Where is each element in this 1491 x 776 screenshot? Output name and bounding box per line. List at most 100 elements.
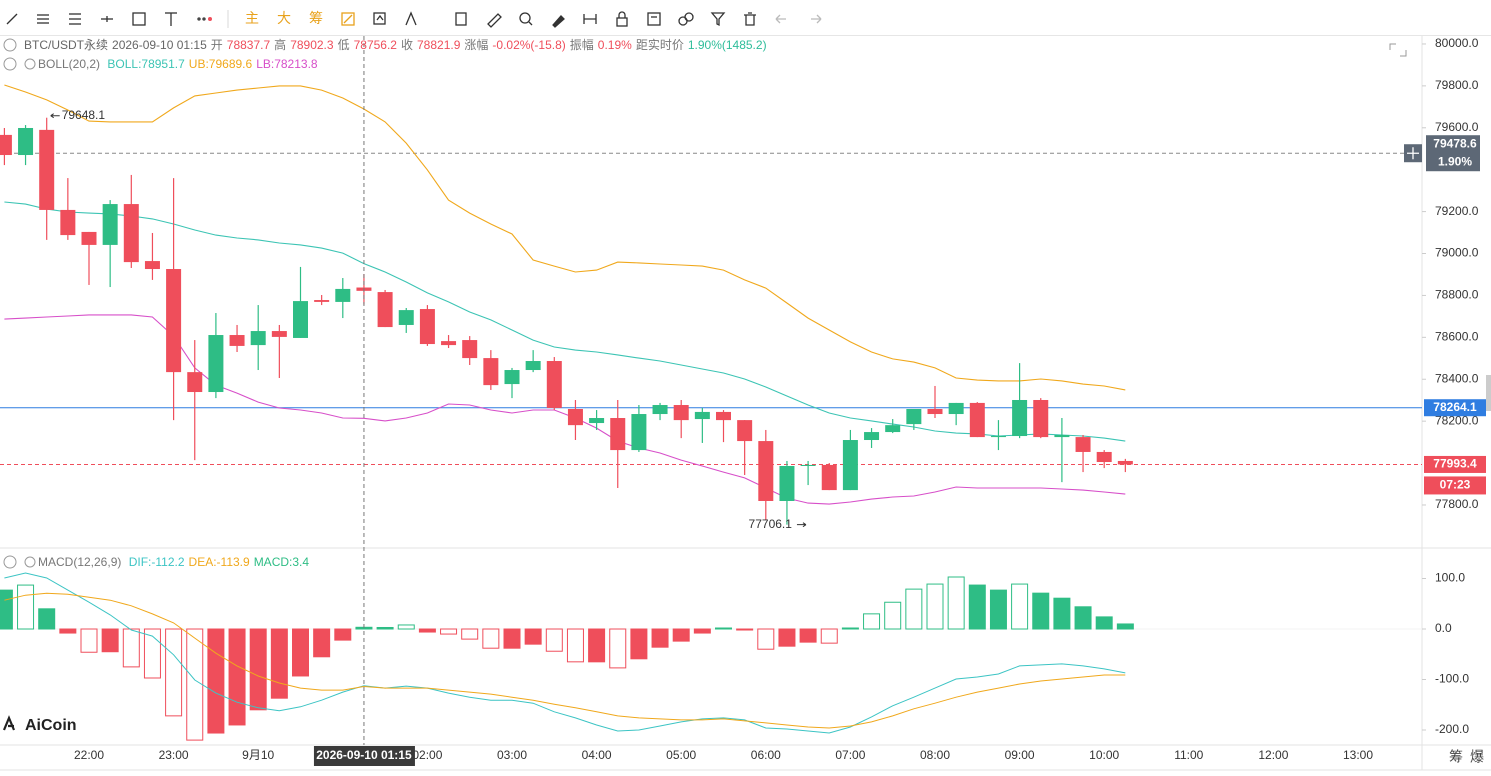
indicator-name: MACD(12,26,9)	[38, 555, 122, 569]
candle-body	[314, 300, 330, 302]
macd-bar	[736, 628, 754, 631]
collapse-icon[interactable]	[3, 38, 17, 52]
x-tick-label: 22:00	[74, 748, 104, 762]
candle-body	[0, 134, 12, 156]
x-tick-label: 11:00	[1174, 748, 1203, 762]
y-tick-label: -200.0	[1435, 722, 1469, 736]
macd-bar	[1053, 597, 1071, 630]
x-tick-label: 13:00	[1343, 748, 1373, 762]
candle-body	[969, 402, 985, 438]
candle-body	[737, 420, 753, 442]
collapse-icon[interactable]	[3, 555, 17, 569]
footer-button[interactable]: 爆	[1470, 749, 1484, 765]
candle-body	[1012, 399, 1028, 437]
tool-magnet[interactable]	[583, 14, 597, 24]
y-tick-label: 100.0	[1435, 571, 1465, 585]
macd-bar	[165, 628, 183, 717]
candle-body	[885, 425, 901, 433]
tool-hline[interactable]	[101, 16, 113, 22]
alert-tag-percent: 1.90%	[1438, 154, 1472, 168]
tool-filter[interactable]	[710, 12, 726, 27]
macd-bar	[905, 588, 923, 630]
tool-measure[interactable]	[405, 11, 417, 26]
tool-hlines[interactable]	[37, 14, 49, 24]
tool-redo[interactable]	[811, 14, 822, 24]
footer-button[interactable]: 筹	[1449, 749, 1463, 765]
candle-body	[144, 261, 160, 270]
macd-bar	[1116, 623, 1134, 630]
legend-entry: BOLL:78951.7	[107, 57, 185, 71]
tool-link[interactable]	[678, 12, 694, 26]
tool-zoom[interactable]	[519, 12, 533, 26]
macd-bar	[38, 608, 56, 630]
macd-bar	[482, 628, 500, 649]
macd-bar	[947, 576, 965, 630]
value: 78902.3	[290, 38, 334, 52]
tool-cycle[interactable]	[373, 12, 386, 25]
last-price-value: 77993.4	[1433, 457, 1477, 471]
x-tick-label: 07:00	[835, 748, 865, 762]
time: 2026-09-10 01:15	[112, 38, 207, 52]
tool-brush[interactable]	[552, 15, 565, 28]
macd-bar	[566, 628, 584, 663]
tool-main[interactable]: 主	[245, 11, 259, 27]
tool-edit[interactable]	[647, 12, 661, 26]
x-tick-label: 23:00	[159, 748, 189, 762]
value: 0.19%	[597, 38, 632, 52]
macd-bar	[228, 628, 246, 726]
x-tick-label: 04:00	[582, 748, 612, 762]
tool-rect[interactable]	[132, 12, 146, 26]
y-tick-label: 0.0	[1435, 621, 1452, 635]
candle-body	[631, 414, 647, 451]
crosshair-label-box	[313, 746, 415, 766]
alert-icon	[24, 556, 36, 568]
candle-body	[229, 335, 245, 346]
label: 涨幅	[464, 38, 489, 52]
scroll-handle	[1486, 375, 1491, 411]
macd-bar	[863, 613, 881, 630]
tool-lock[interactable]	[616, 11, 628, 27]
legend-entry: MACD:3.4	[253, 555, 310, 569]
candle-body	[250, 331, 266, 346]
tool-more[interactable]	[197, 17, 212, 21]
tool-line[interactable]	[6, 13, 18, 25]
candle-body	[716, 411, 731, 421]
candle-body	[525, 361, 541, 371]
tool-copy[interactable]	[455, 12, 467, 26]
countdown-tag	[1424, 476, 1486, 495]
macd-bar	[588, 628, 606, 663]
logo-mark	[2, 715, 16, 731]
tool-chips[interactable]: 筹	[309, 10, 323, 27]
tool-text[interactable]	[165, 12, 177, 26]
tool-undo[interactable]	[775, 14, 786, 24]
tool-big[interactable]: 大	[277, 11, 291, 27]
macd-bar	[651, 628, 669, 648]
x-tick-label: 12:00	[1258, 748, 1288, 762]
candle-body	[800, 464, 816, 466]
macd-bar	[630, 628, 648, 660]
legend-entry: UB:79689.6	[188, 57, 253, 71]
candle-body	[60, 209, 76, 236]
value: 78756.2	[353, 38, 397, 52]
toolbar: 主 大 筹	[0, 10, 1491, 36]
candle-body	[948, 402, 964, 415]
price-header: BTC/USDT永续 2026-09-10 01:15 开 78837.7 高 78902…	[24, 38, 771, 52]
macd-bar	[503, 628, 521, 649]
tool-ruler[interactable]	[487, 13, 502, 28]
tool-delete[interactable]	[744, 12, 756, 26]
candle-body	[1075, 437, 1091, 452]
tool-channel[interactable]	[69, 13, 81, 25]
fullscreen-icon[interactable]	[1389, 43, 1407, 57]
y-tick-label: 78200.0	[1435, 413, 1479, 427]
y-tick-label: 80000.0	[1435, 36, 1479, 50]
chart: 80000.0 79800.0 79600.0 79200.0 79000.0 78800…	[0, 36, 1491, 776]
x-tick-label: 10:00	[1089, 748, 1119, 762]
label: 开	[210, 38, 223, 52]
collapse-icon[interactable]	[3, 57, 17, 71]
macd-bar	[186, 628, 204, 741]
candle-body	[398, 310, 414, 325]
tool-draw[interactable]	[341, 12, 355, 26]
label: 高	[274, 38, 287, 52]
macd-bar	[397, 624, 415, 630]
alert-icon	[24, 58, 36, 70]
